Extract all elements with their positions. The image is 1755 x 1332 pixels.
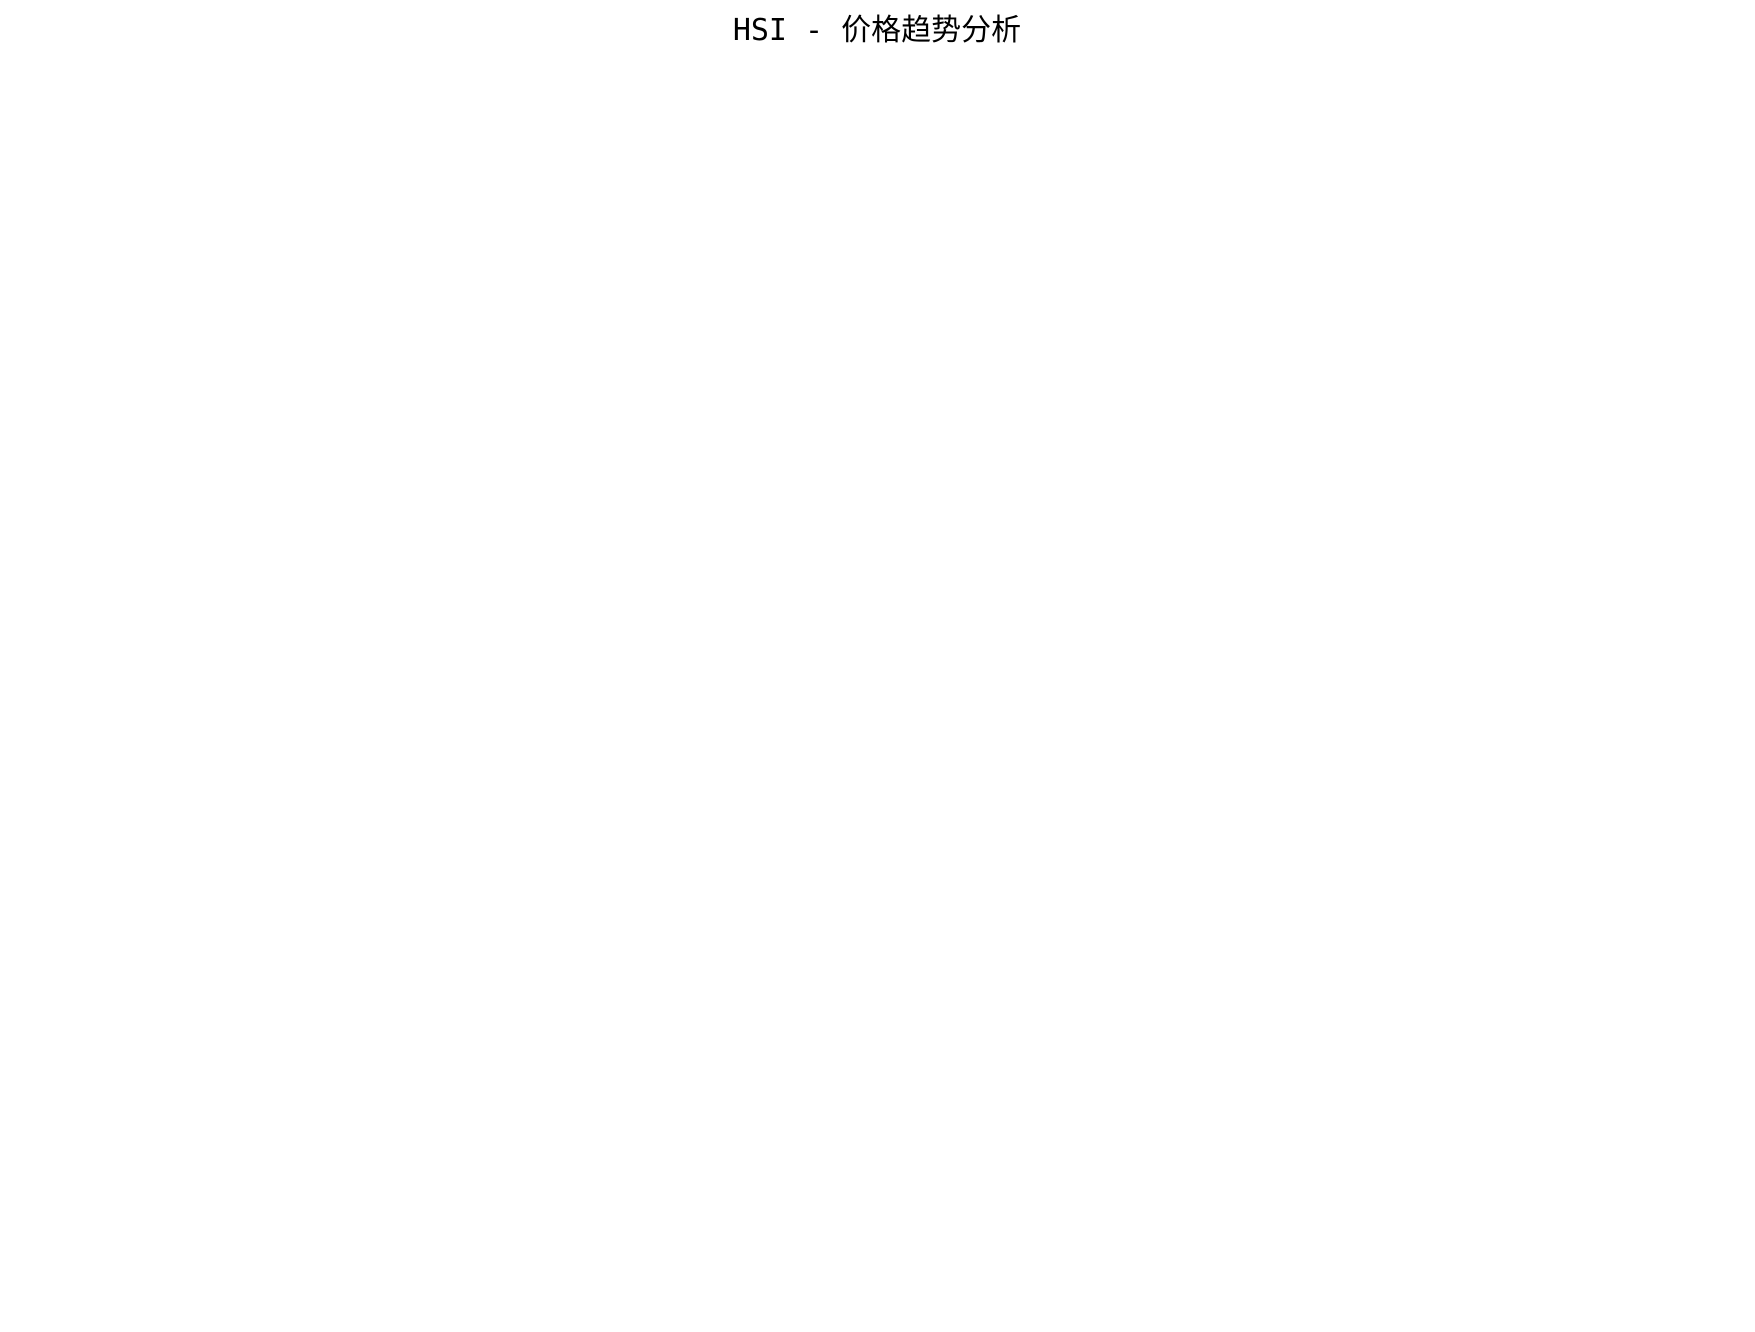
chart-title: HSI - 价格趋势分析 [733, 13, 1021, 48]
